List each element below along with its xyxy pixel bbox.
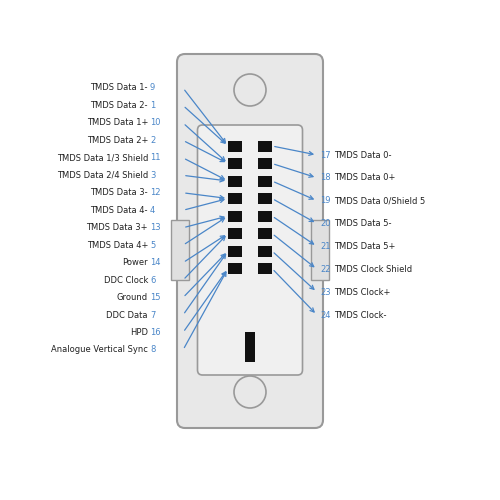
Text: 11: 11 (150, 154, 160, 162)
Text: TMDS Data 2/4 Shield: TMDS Data 2/4 Shield (57, 171, 148, 180)
Bar (258, 228, 272, 239)
FancyBboxPatch shape (198, 125, 302, 375)
Text: TMDS Data 3-: TMDS Data 3- (90, 188, 148, 198)
Bar (171, 220, 189, 280)
Bar (228, 246, 242, 256)
Bar (228, 228, 242, 239)
Text: DDC Clock: DDC Clock (104, 276, 148, 284)
Text: 7: 7 (150, 310, 156, 320)
Text: TMDS Data 4-: TMDS Data 4- (90, 206, 148, 215)
Text: TMDS Clock Shield: TMDS Clock Shield (334, 265, 412, 274)
Text: 17: 17 (320, 150, 330, 160)
Text: 24: 24 (320, 310, 330, 320)
FancyBboxPatch shape (177, 54, 323, 428)
Text: 18: 18 (320, 174, 330, 182)
Text: DDC Data: DDC Data (106, 310, 148, 320)
Bar (228, 193, 242, 204)
Text: 14: 14 (150, 258, 160, 267)
Text: TMDS Data 1/3 Shield: TMDS Data 1/3 Shield (56, 154, 148, 162)
Text: TMDS Data 1-: TMDS Data 1- (90, 84, 148, 92)
Text: TMDS Data 1+: TMDS Data 1+ (86, 118, 148, 128)
Text: 4: 4 (150, 206, 155, 215)
Text: TMDS Data 0-: TMDS Data 0- (334, 150, 392, 160)
Text: 5: 5 (150, 240, 155, 250)
Bar (228, 263, 242, 274)
Text: 16: 16 (150, 328, 160, 337)
Text: HPD: HPD (130, 328, 148, 337)
Text: 15: 15 (150, 293, 160, 302)
Bar (245, 332, 255, 362)
Bar (228, 210, 242, 222)
Text: TMDS Clock-: TMDS Clock- (334, 310, 386, 320)
Text: 3: 3 (150, 171, 156, 180)
Text: 6: 6 (150, 276, 156, 284)
Text: TMDS Data 0/Shield 5: TMDS Data 0/Shield 5 (334, 196, 425, 205)
Text: 22: 22 (320, 265, 330, 274)
Circle shape (234, 376, 266, 408)
Bar (258, 210, 272, 222)
Text: 20: 20 (320, 219, 330, 228)
Bar (258, 158, 272, 169)
Text: Power: Power (122, 258, 148, 267)
Bar (311, 220, 329, 280)
Bar (258, 176, 272, 186)
Bar (258, 263, 272, 274)
Bar (228, 140, 242, 151)
Text: 8: 8 (150, 346, 156, 354)
Text: 9: 9 (150, 84, 155, 92)
Text: 13: 13 (150, 223, 160, 232)
Text: TMDS Data 4+: TMDS Data 4+ (86, 240, 148, 250)
Bar (228, 158, 242, 169)
Bar (258, 140, 272, 151)
Text: TMDS Data 2-: TMDS Data 2- (90, 101, 148, 110)
Text: Ground: Ground (117, 293, 148, 302)
Text: 21: 21 (320, 242, 330, 251)
Text: TMDS Data 3+: TMDS Data 3+ (86, 223, 148, 232)
Text: TMDS Data 2+: TMDS Data 2+ (86, 136, 148, 145)
Text: 1: 1 (150, 101, 155, 110)
Text: TMDS Clock+: TMDS Clock+ (334, 288, 390, 296)
Text: TMDS Data 0+: TMDS Data 0+ (334, 174, 396, 182)
Bar (258, 193, 272, 204)
Text: 12: 12 (150, 188, 160, 198)
Bar (258, 246, 272, 256)
Bar (228, 176, 242, 186)
Circle shape (234, 74, 266, 106)
Text: 10: 10 (150, 118, 160, 128)
Text: 23: 23 (320, 288, 330, 296)
Text: TMDS Data 5+: TMDS Data 5+ (334, 242, 396, 251)
Text: TMDS Data 5-: TMDS Data 5- (334, 219, 392, 228)
Text: Analogue Vertical Sync: Analogue Vertical Sync (51, 346, 148, 354)
Text: 2: 2 (150, 136, 155, 145)
Text: 19: 19 (320, 196, 330, 205)
